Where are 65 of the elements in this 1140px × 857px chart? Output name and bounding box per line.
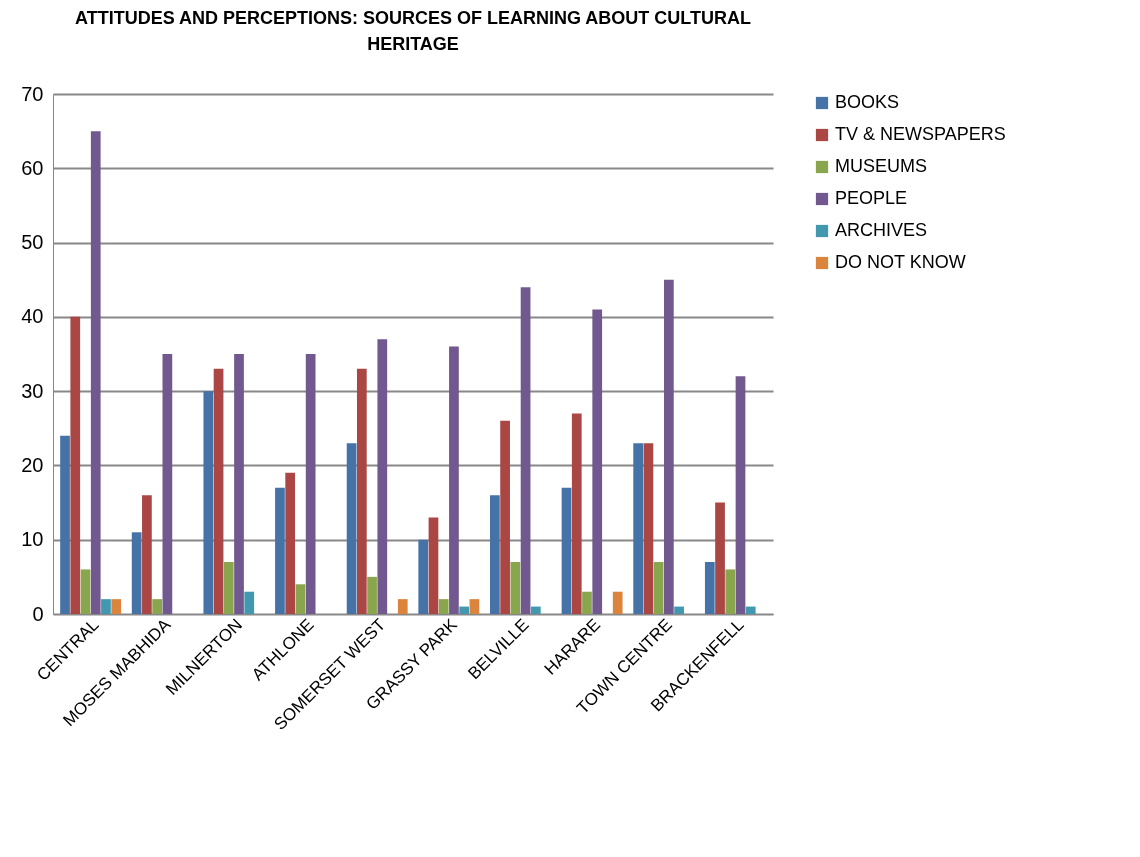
bar — [70, 316, 81, 614]
bar — [213, 368, 224, 614]
bar — [500, 420, 510, 614]
bar — [653, 562, 664, 614]
bar — [142, 495, 152, 614]
bar — [674, 606, 684, 614]
bar — [449, 346, 459, 614]
y-tick-label: 0 — [32, 602, 44, 625]
bar — [111, 599, 122, 614]
bar — [162, 354, 173, 614]
legend-label: ARCHIVES — [835, 220, 928, 240]
bar — [223, 562, 234, 614]
bar — [244, 591, 255, 614]
bar — [725, 569, 736, 614]
bar — [664, 279, 674, 614]
legend-label: DO NOT KNOW — [835, 252, 966, 272]
bar — [469, 599, 480, 614]
bar — [203, 391, 214, 614]
y-tick-label: 30 — [21, 379, 44, 402]
bar — [582, 591, 592, 614]
legend-label: MUSEUMS — [835, 156, 928, 176]
bar — [101, 599, 111, 614]
bar — [346, 443, 357, 614]
bar — [377, 339, 388, 614]
bar — [275, 487, 285, 614]
bar — [735, 376, 746, 614]
bar — [131, 532, 142, 614]
bar — [704, 562, 715, 614]
bar — [633, 443, 644, 614]
y-tick-label: 40 — [21, 305, 44, 328]
legend-label: PEOPLE — [835, 188, 908, 208]
bar — [510, 562, 521, 614]
bar — [561, 487, 572, 614]
bar — [715, 502, 725, 614]
bar — [643, 443, 654, 614]
y-tick-label: 70 — [21, 82, 44, 105]
bar — [234, 354, 244, 614]
y-tick-label: 60 — [21, 156, 44, 179]
chart-title: ATTITUDES AND PERCEPTIONS: SOURCES OF LEARNING ABOUT CULTURAL HERITAGE — [75, 8, 751, 54]
bar — [438, 599, 449, 614]
bar — [612, 591, 623, 614]
legend-label: TV & NEWSPAPERS — [835, 124, 1006, 144]
y-tick-label: 10 — [21, 528, 44, 551]
bar — [367, 576, 377, 614]
bar — [152, 599, 162, 614]
bar — [295, 584, 306, 614]
y-tick-label: 50 — [21, 231, 44, 254]
bar — [80, 569, 91, 614]
bar — [530, 606, 541, 614]
bar — [418, 539, 429, 614]
bar — [745, 606, 756, 614]
bar — [428, 517, 439, 614]
bar — [490, 495, 500, 614]
bar — [571, 413, 582, 614]
bar — [60, 435, 70, 614]
legend-label: BOOKS — [835, 92, 900, 112]
bar — [520, 287, 531, 614]
bar — [305, 354, 316, 614]
bar — [397, 599, 408, 614]
bar — [285, 472, 296, 614]
y-tick-label: 20 — [21, 453, 44, 476]
bar — [356, 368, 367, 614]
bar — [592, 309, 603, 614]
bar — [90, 131, 101, 614]
bar — [459, 606, 470, 614]
